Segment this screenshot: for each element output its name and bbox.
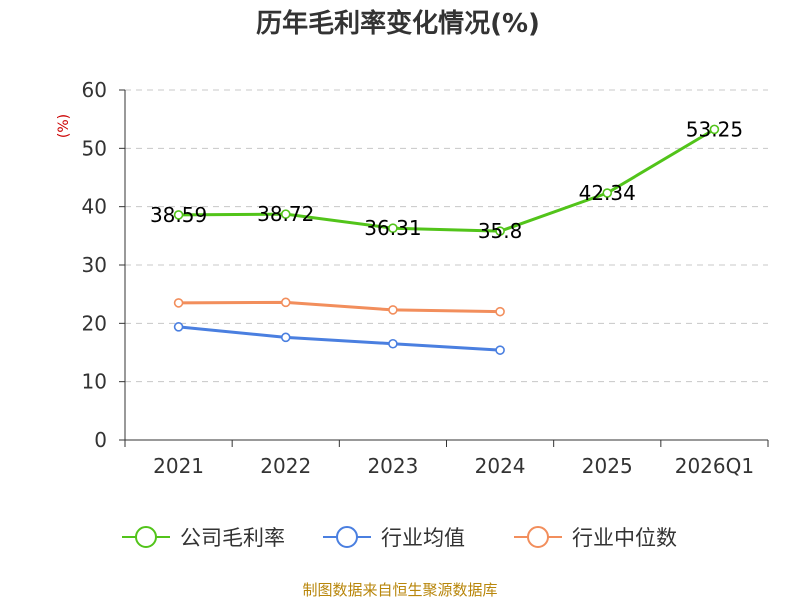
data-label: 53.25 bbox=[686, 117, 743, 141]
y-axis-unit-label: (%) bbox=[56, 114, 72, 138]
y-tick-label: 0 bbox=[94, 428, 107, 452]
series-line-2 bbox=[178, 325, 501, 352]
x-tick-label: 2026Q1 bbox=[675, 454, 754, 478]
x-tick-label: 2024 bbox=[475, 454, 526, 478]
data-point bbox=[709, 124, 720, 135]
data-label: 35.8 bbox=[478, 219, 523, 243]
x-tick-label: 2025 bbox=[582, 454, 633, 478]
data-point bbox=[495, 345, 505, 355]
data-point bbox=[388, 338, 398, 349]
y-tick-label: 30 bbox=[82, 253, 107, 277]
legend-marker bbox=[336, 526, 358, 548]
legend-marker bbox=[527, 526, 549, 548]
series-line-1 bbox=[178, 128, 716, 233]
data-label: 38.72 bbox=[257, 202, 314, 226]
data-labels: 38.59 38.72 36.31 35.8 42.34 53.25 bbox=[150, 117, 743, 243]
x-tick-label: 2021 bbox=[153, 454, 204, 478]
data-point bbox=[173, 322, 184, 332]
legend-label: 公司毛利率 bbox=[180, 526, 285, 550]
y-tick-label: 50 bbox=[82, 136, 107, 160]
data-point bbox=[173, 298, 184, 308]
data-point bbox=[173, 210, 184, 220]
data-label: 42.34 bbox=[579, 181, 636, 205]
x-tick-label: 2023 bbox=[367, 454, 418, 478]
y-tick-label: 60 bbox=[82, 78, 107, 102]
data-point bbox=[602, 188, 613, 198]
data-point bbox=[495, 306, 505, 317]
series-group bbox=[173, 124, 720, 355]
y-tick-label: 40 bbox=[82, 195, 107, 219]
data-point bbox=[388, 223, 398, 233]
data-point bbox=[280, 332, 291, 343]
data-point bbox=[495, 226, 505, 236]
legend-marker bbox=[135, 526, 157, 548]
legend-label: 行业中位数 bbox=[572, 526, 677, 550]
legend-label: 行业均值 bbox=[381, 526, 465, 550]
data-label: 38.59 bbox=[150, 203, 207, 227]
y-tick-label: 20 bbox=[82, 311, 107, 335]
y-axis-ticks: 0 10 20 30 40 50 60 bbox=[82, 78, 125, 452]
legend: 公司毛利率 行业均值 行业中位数 bbox=[122, 526, 677, 550]
x-tick-label: 2022 bbox=[260, 454, 311, 478]
series-line-3 bbox=[178, 300, 501, 314]
grid-lines bbox=[125, 89, 768, 383]
chart-title: 历年毛利率变化情况(%) bbox=[256, 8, 540, 39]
data-point bbox=[280, 297, 291, 308]
data-point bbox=[388, 305, 398, 315]
source-note: 制图数据来自恒生聚源数据库 bbox=[302, 581, 497, 599]
data-label: 36.31 bbox=[364, 216, 421, 240]
data-point bbox=[280, 209, 291, 219]
x-axis-ticks: 2021 2022 2023 2024 2025 2026Q1 bbox=[124, 440, 769, 478]
y-tick-label: 10 bbox=[82, 370, 107, 394]
